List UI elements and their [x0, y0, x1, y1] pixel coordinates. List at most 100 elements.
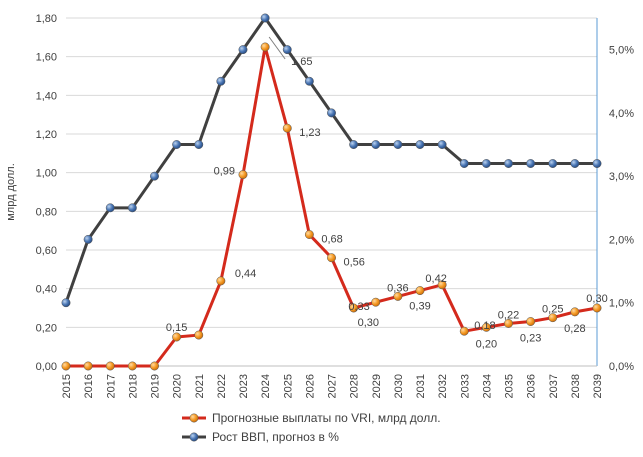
x-tick-label: 2038: [570, 374, 582, 398]
vri-data-label: 0,30: [586, 293, 607, 305]
gdp-point: [327, 108, 336, 118]
y-tick-label: 0,00: [36, 361, 57, 373]
vri-point: [504, 319, 513, 328]
x-tick-label: 2031: [415, 374, 427, 398]
vri-point: [304, 230, 314, 239]
vri-point: [127, 361, 137, 371]
vri-point: [150, 361, 159, 371]
y2-tick-label: 1,0%: [609, 298, 634, 310]
vri-point: [238, 170, 248, 180]
vri-point: [526, 317, 536, 326]
vri-point: [349, 303, 359, 313]
y2-tick-label: 3,0%: [609, 171, 634, 183]
gdp-point: [481, 159, 491, 168]
vri-data-label: 0,39: [409, 301, 430, 313]
leader-line: [268, 36, 286, 60]
gdp-point: [415, 140, 425, 149]
vri-point: [459, 326, 469, 336]
y-tick-label: 1,80: [36, 13, 57, 25]
y2-tick-label: 0,0%: [609, 361, 634, 373]
y-tick-label: 0,20: [36, 322, 57, 334]
chart-data-labels: 0,15 0,44 0,99 1,65 1,23 0,680,56 0,30 0,33 0,36…: [166, 36, 608, 350]
gdp-point: [150, 171, 159, 181]
vri-data-label: 0,68: [321, 234, 342, 246]
vri-point: [194, 330, 204, 340]
gdp-point: [216, 76, 226, 86]
vri-data-label: 0,44: [235, 268, 256, 280]
vri-data-label: 0,20: [476, 338, 497, 350]
x-tick-label: 2027: [327, 374, 339, 398]
gdp-point: [437, 140, 447, 149]
y-axis-title: млрд долл.: [5, 163, 17, 221]
x-tick-label: 2034: [481, 374, 493, 398]
vri-data-label: 0,36: [387, 282, 408, 294]
gdp-point: [282, 45, 292, 55]
gdp-point: [127, 203, 137, 213]
vri-point: [83, 361, 93, 371]
gdp-point: [592, 159, 602, 168]
x-tick-label: 2021: [194, 374, 206, 398]
vri-data-label: 0,25: [542, 304, 563, 316]
x-tick-label: 2017: [105, 374, 117, 398]
vri-point: [481, 322, 491, 332]
x-tick-label: 2037: [548, 374, 560, 398]
vri-data-label: 0,56: [344, 257, 365, 269]
vri-data-label: 0,15: [166, 322, 187, 334]
vri-data-label: 1,23: [299, 127, 320, 139]
y-tick-label: 0,60: [36, 245, 57, 257]
gdp-point: [260, 13, 270, 23]
vri-point: [371, 297, 381, 307]
vri-data-label: 0,42: [425, 273, 446, 285]
x-tick-label: 2039: [592, 374, 604, 398]
legend-marker: [189, 432, 199, 442]
legend-label: Рост ВВП, прогноз в %: [212, 430, 339, 444]
y-tick-label: 1,20: [36, 129, 57, 141]
gdp-point: [61, 298, 71, 308]
gdp-point: [504, 159, 513, 168]
y-tick-label: 1,60: [36, 52, 57, 64]
vri-data-label: 0,99: [214, 166, 235, 178]
legend-label: Прогнозные выплаты по VRI, млрд долл.: [212, 411, 441, 425]
gdp-point: [459, 159, 469, 168]
vri-data-label: 0,28: [564, 323, 585, 335]
vri-point: [415, 286, 425, 296]
x-tick-label: 2020: [172, 374, 184, 398]
vri-point: [570, 307, 580, 317]
y-tick-label: 1,40: [36, 90, 57, 102]
gdp-point: [105, 203, 115, 213]
legend-marker: [189, 413, 199, 423]
x-tick-label: 2033: [459, 374, 471, 398]
vri-point: [282, 123, 292, 133]
x-tick-label: 2016: [83, 374, 95, 398]
x-tick-label: 2019: [150, 374, 162, 398]
gdp-point: [172, 140, 182, 149]
chart-markers: [61, 13, 602, 371]
y2-tick-label: 5,0%: [609, 45, 634, 57]
gdp-point: [304, 76, 314, 86]
y2-tick-label: 2,0%: [609, 234, 634, 246]
x-tick-label: 2018: [127, 374, 139, 398]
gdp-point: [393, 140, 403, 149]
x-tick-label: 2028: [349, 374, 361, 398]
gdp-point: [83, 235, 93, 244]
x-tick-label: 2024: [260, 374, 272, 398]
vri-point: [393, 291, 403, 301]
y-tick-label: 0,80: [36, 206, 57, 218]
vri-data-label: 0,30: [358, 317, 379, 329]
gdp-point: [349, 140, 359, 149]
x-tick-label: 2032: [437, 374, 449, 398]
gdp-point: [194, 140, 204, 149]
x-tick-label: 2022: [216, 374, 228, 398]
gdp-point: [526, 159, 536, 168]
vri-point: [260, 42, 270, 52]
gdp-point: [371, 140, 381, 149]
vri-point: [105, 361, 115, 371]
gdp-point: [570, 159, 580, 168]
vri-point: [592, 303, 602, 313]
chart-legend: Прогнозные выплаты по VRI, млрд долл. Рос…: [182, 411, 441, 444]
y2-tick-label: 4,0%: [609, 108, 634, 120]
x-tick-label: 2036: [526, 374, 538, 398]
gdp-point: [238, 45, 248, 55]
